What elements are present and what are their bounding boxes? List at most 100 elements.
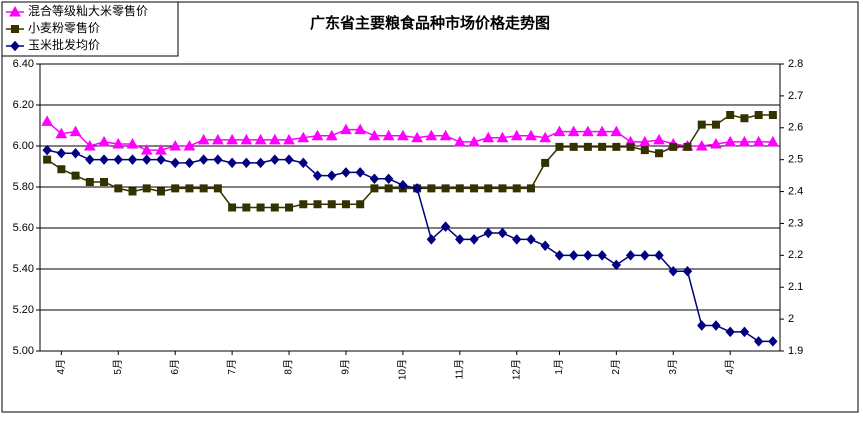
marker bbox=[740, 114, 749, 123]
x-tick-label: 1月 bbox=[553, 359, 565, 375]
marker bbox=[497, 227, 508, 239]
marker bbox=[99, 154, 109, 165]
marker bbox=[724, 135, 737, 147]
legend-box bbox=[1, 1, 179, 57]
marker bbox=[512, 184, 521, 193]
marker bbox=[226, 133, 238, 145]
marker bbox=[640, 250, 650, 261]
marker bbox=[441, 184, 450, 193]
marker bbox=[640, 146, 649, 155]
marker bbox=[127, 154, 138, 165]
marker bbox=[482, 131, 495, 143]
marker bbox=[710, 137, 722, 149]
series-line bbox=[46, 114, 773, 209]
chart-border bbox=[1, 1, 859, 413]
marker bbox=[768, 111, 777, 120]
marker bbox=[610, 125, 623, 137]
marker bbox=[683, 142, 692, 151]
marker bbox=[697, 320, 707, 331]
marker bbox=[71, 171, 80, 180]
legend-label: 小麦粉零售价 bbox=[28, 20, 100, 35]
marker bbox=[682, 266, 693, 277]
marker bbox=[554, 250, 565, 261]
marker bbox=[57, 165, 66, 174]
marker bbox=[711, 320, 721, 331]
marker bbox=[126, 137, 139, 149]
marker bbox=[228, 203, 237, 212]
marker bbox=[199, 184, 208, 193]
marker bbox=[752, 135, 765, 147]
marker bbox=[654, 250, 664, 261]
marker bbox=[113, 154, 123, 165]
x-tick-label: 9月 bbox=[340, 359, 352, 375]
marker bbox=[227, 157, 237, 169]
marker bbox=[254, 133, 267, 145]
marker bbox=[340, 123, 352, 135]
x-tick-label: 3月 bbox=[667, 359, 679, 375]
marker bbox=[298, 157, 308, 169]
marker bbox=[169, 139, 182, 151]
marker bbox=[198, 154, 209, 165]
marker bbox=[325, 129, 338, 141]
marker bbox=[738, 135, 751, 147]
marker bbox=[612, 142, 621, 151]
marker bbox=[555, 142, 564, 151]
marker bbox=[142, 154, 152, 165]
marker bbox=[767, 135, 779, 147]
y-tick-label: 6.40 bbox=[13, 58, 34, 70]
series-line bbox=[46, 149, 773, 343]
marker bbox=[397, 129, 409, 141]
marker bbox=[382, 129, 395, 141]
marker bbox=[185, 184, 194, 193]
y2-tick-label: 1.9 bbox=[788, 345, 803, 357]
marker bbox=[726, 111, 735, 120]
legend-label: 玉米批发均价 bbox=[28, 37, 100, 52]
marker bbox=[197, 133, 210, 145]
marker bbox=[341, 200, 350, 209]
y-tick-label: 5.20 bbox=[13, 304, 34, 316]
marker bbox=[455, 234, 465, 245]
marker bbox=[583, 250, 593, 261]
marker bbox=[739, 326, 750, 338]
marker bbox=[11, 25, 19, 33]
marker bbox=[412, 183, 422, 194]
y2-tick-label: 2 bbox=[788, 313, 794, 325]
marker bbox=[55, 127, 68, 139]
x-tick-label: 5月 bbox=[112, 359, 124, 375]
marker bbox=[42, 144, 52, 156]
marker bbox=[469, 234, 479, 245]
marker bbox=[270, 154, 280, 165]
marker bbox=[369, 173, 380, 185]
marker bbox=[526, 184, 535, 193]
y-tick-label: 5.00 bbox=[13, 345, 34, 357]
marker bbox=[285, 203, 294, 212]
x-tick-label: 4月 bbox=[55, 359, 67, 375]
marker bbox=[695, 139, 708, 151]
marker bbox=[453, 135, 466, 147]
x-tick-label: 6月 bbox=[169, 359, 181, 375]
x-tick-label: 12月 bbox=[510, 359, 522, 380]
marker bbox=[312, 170, 323, 181]
marker bbox=[384, 184, 393, 193]
marker bbox=[213, 184, 222, 193]
marker bbox=[183, 139, 196, 151]
marker bbox=[284, 154, 294, 165]
marker bbox=[569, 142, 578, 151]
marker bbox=[597, 250, 607, 261]
marker bbox=[468, 135, 480, 147]
marker bbox=[327, 170, 337, 181]
marker bbox=[83, 139, 96, 151]
y-tick-label: 5.80 bbox=[13, 181, 34, 193]
marker bbox=[85, 177, 94, 186]
marker bbox=[512, 234, 522, 245]
marker bbox=[283, 133, 295, 145]
marker bbox=[70, 148, 81, 159]
y2-tick-label: 2.6 bbox=[788, 122, 803, 134]
marker bbox=[241, 157, 252, 169]
marker bbox=[184, 157, 195, 169]
marker bbox=[510, 129, 523, 141]
y-tick-label: 5.60 bbox=[13, 222, 34, 234]
marker bbox=[638, 135, 651, 147]
x-tick-label: 2月 bbox=[610, 359, 622, 375]
